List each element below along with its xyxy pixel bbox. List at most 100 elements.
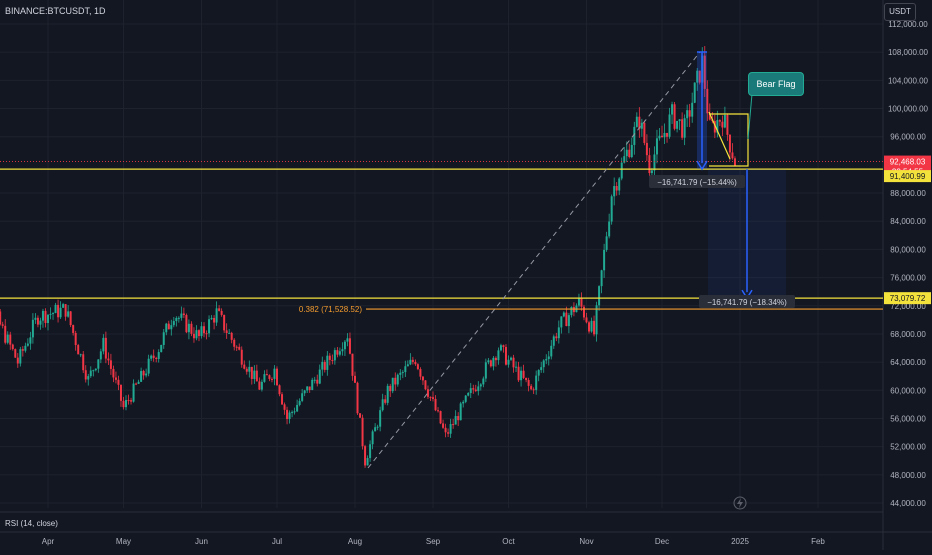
candle-body [603,249,606,271]
candle-body [678,119,681,121]
candle-body [625,149,628,157]
candle-body [673,104,676,129]
candle-body [258,381,261,390]
candle-body [348,338,351,354]
candle-body [253,370,256,379]
candle-body [331,359,334,361]
candle-body [444,427,447,433]
candle-body [177,317,180,319]
candle-body [721,121,724,128]
candle-body [313,379,316,381]
candle-body [326,355,329,370]
candle-body [52,313,55,315]
candle-body [64,304,67,317]
candle-body [424,380,427,390]
candle-body [79,354,82,356]
candle-body [401,372,404,374]
candle-body [16,357,19,364]
candle-body [630,144,633,158]
candle-body [119,384,122,401]
candle-body [384,399,387,403]
currency-button[interactable]: USDT [884,3,916,21]
level-upper-tag-bg [884,170,931,183]
x-tick-label: Jul [272,537,282,546]
candle-body [540,367,543,371]
measure-label-top-bg [649,175,745,188]
candle-body [653,154,656,171]
candle-body [235,346,238,348]
candle-body [140,370,143,382]
candle-body [557,327,560,339]
x-tick-label: Sep [426,537,441,546]
candle-body [512,357,515,368]
flag-channel [709,113,749,167]
candle-body [114,377,117,380]
candle-body [39,320,42,325]
candle-body [273,368,276,379]
candle-body [666,132,669,137]
candle-body [409,359,412,365]
candle-body [72,325,75,333]
candle-body [195,330,198,339]
candle-body [130,400,133,402]
candle-body [449,424,452,434]
candle-body [84,370,87,380]
candle-body [585,317,588,323]
candle-body [240,349,243,365]
candle-body [620,162,623,179]
candle-body [610,196,613,222]
candle-body [6,334,9,343]
candle-body [507,359,510,365]
candle-body [645,142,648,156]
candle-body [396,374,399,385]
y-tick-label: 44,000.00 [890,499,926,508]
candle-body [497,350,500,361]
candle-body [525,377,528,380]
x-tick-label: Dec [655,537,669,546]
candle-body [706,88,709,114]
y-tick-label: 112,000.00 [888,20,928,29]
measure-label-bottom: −16,741.79 (−18.34%) [707,298,787,307]
bear-flag-callout[interactable]: Bear Flag [748,72,804,96]
candle-body [731,152,734,159]
candle-body [311,379,314,390]
candle-body [389,385,392,392]
y-tick-label: 96,000.00 [890,133,926,142]
candle-body [698,70,701,83]
candle-body [333,350,336,361]
candle-body [688,110,691,117]
candle-body [225,330,228,334]
candle-body [479,384,482,387]
candle-body [281,394,284,405]
candle-body [49,313,52,315]
candle-body [432,397,435,399]
x-tick-label: 2025 [731,537,749,546]
candle-body [245,368,248,372]
candle-body [691,102,694,117]
y-tick-label: 64,000.00 [890,358,926,367]
candle-body [494,357,497,361]
candle-body [361,417,364,447]
candle-body [416,364,419,370]
candle-body [127,400,130,402]
y-tick-label: 60,000.00 [890,386,926,395]
candle-body [489,360,492,367]
y-tick-label: 76,000.00 [890,274,926,283]
candle-body [205,333,208,335]
candle-body [663,132,666,138]
candle-body [716,120,719,133]
candle-body [411,359,414,362]
candle-body [590,320,593,332]
candle-body [723,114,726,128]
candle-body [439,411,442,424]
candle-body [286,409,289,420]
candle-body [321,361,324,370]
candle-body [187,323,190,333]
candle-body [426,389,429,397]
last-price-tag-bg [884,155,931,168]
candle-body [69,311,72,326]
candle-body [34,317,37,320]
y-tick-label: 108,000.00 [888,48,929,57]
candle-body [135,383,138,385]
candle-body [567,315,570,327]
